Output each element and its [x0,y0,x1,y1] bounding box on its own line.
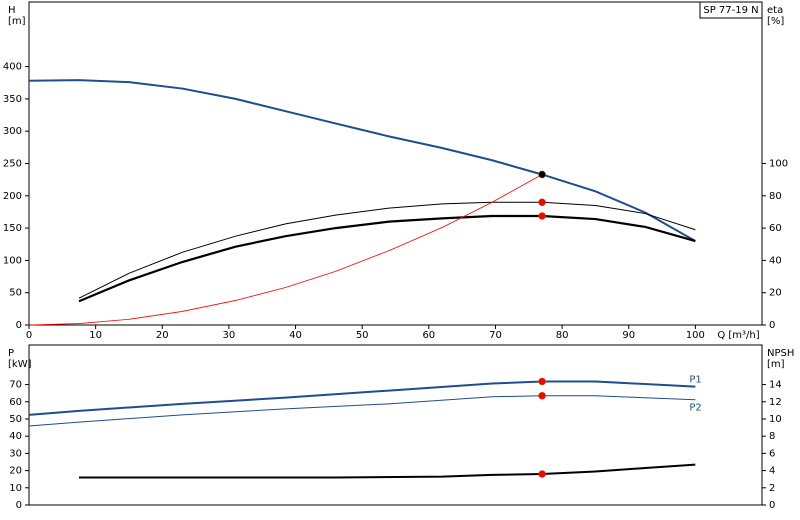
y-tick-label: 0 [16,500,22,511]
series-line [28,174,543,326]
y-tick-label: 40 [9,431,22,442]
duty-point [538,377,546,386]
y2-axis-label: [m] [767,359,785,370]
y2-tick-label: 6 [769,448,775,459]
x-tick-label: 10 [89,330,102,341]
y-axis-label: P [8,348,14,359]
x-tick-label: 20 [156,330,169,341]
y-axis-label: H [8,5,16,16]
y-tick-label: 10 [9,483,22,494]
y-tick-label: 150 [3,223,22,234]
duty-point [538,470,546,478]
y2-tick-label: 14 [769,380,782,391]
x-tick-label: 100 [686,330,705,341]
duty-point [538,212,546,220]
x-tick-label: 0 [26,330,32,341]
duty-point [538,198,546,207]
x-tick-label: 80 [556,330,569,341]
y2-tick-label: 0 [769,320,775,331]
x-axis-label: Q [m³/h] [717,330,759,341]
y-tick-label: 100 [3,255,22,266]
legend-box [699,1,763,19]
series-line [28,395,696,427]
y2-tick-label: 100 [769,159,788,170]
x-tick-label: 50 [356,330,369,341]
y2-tick-label: 80 [769,191,782,202]
y2-tick-label: 4 [769,466,775,477]
y-axis-label: [m] [8,16,26,27]
y2-tick-label: 12 [769,397,782,408]
y2-tick-label: 10 [769,414,782,425]
y2-axis-label: eta [767,5,783,16]
y-tick-label: 20 [9,466,22,477]
y-tick-label: 350 [3,94,22,105]
x-tick-label: 30 [223,330,236,341]
series-line [78,201,696,299]
y-tick-label: 50 [9,414,22,425]
y-tick-label: 0 [16,320,22,331]
series-label: P2 [689,403,701,414]
series-line [28,380,696,416]
x-tick-label: 70 [489,330,502,341]
y-axis-label: [kW] [8,359,32,370]
y2-tick-label: 20 [769,288,782,299]
y2-tick-label: 60 [769,223,782,234]
y2-axis-label: NPSH [767,348,794,359]
y2-axis-label: [%] [767,16,784,27]
y2-tick-label: 2 [769,483,775,494]
x-tick-label: 60 [422,330,435,341]
series-label: P1 [689,375,701,386]
x-tick-label: 90 [622,330,635,341]
y-tick-label: 50 [9,288,22,299]
y-tick-label: 200 [3,191,22,202]
x-tick-label: 40 [289,330,302,341]
duty-point [538,170,546,179]
legend-text: SP 77-19 N [703,5,758,16]
y-tick-label: 300 [3,126,22,137]
y-tick-label: 60 [9,397,22,408]
series-line [28,79,696,242]
plot-frame [28,344,763,506]
duty-point [538,392,546,400]
y-tick-label: 400 [3,62,22,73]
y2-tick-label: 0 [769,500,775,511]
series-line [78,463,696,479]
series-line [78,214,696,303]
y2-tick-label: 8 [769,431,775,442]
y-tick-label: 70 [9,380,22,391]
y-tick-label: 250 [3,159,22,170]
y2-tick-label: 40 [769,255,782,266]
y-tick-label: 30 [9,448,22,459]
